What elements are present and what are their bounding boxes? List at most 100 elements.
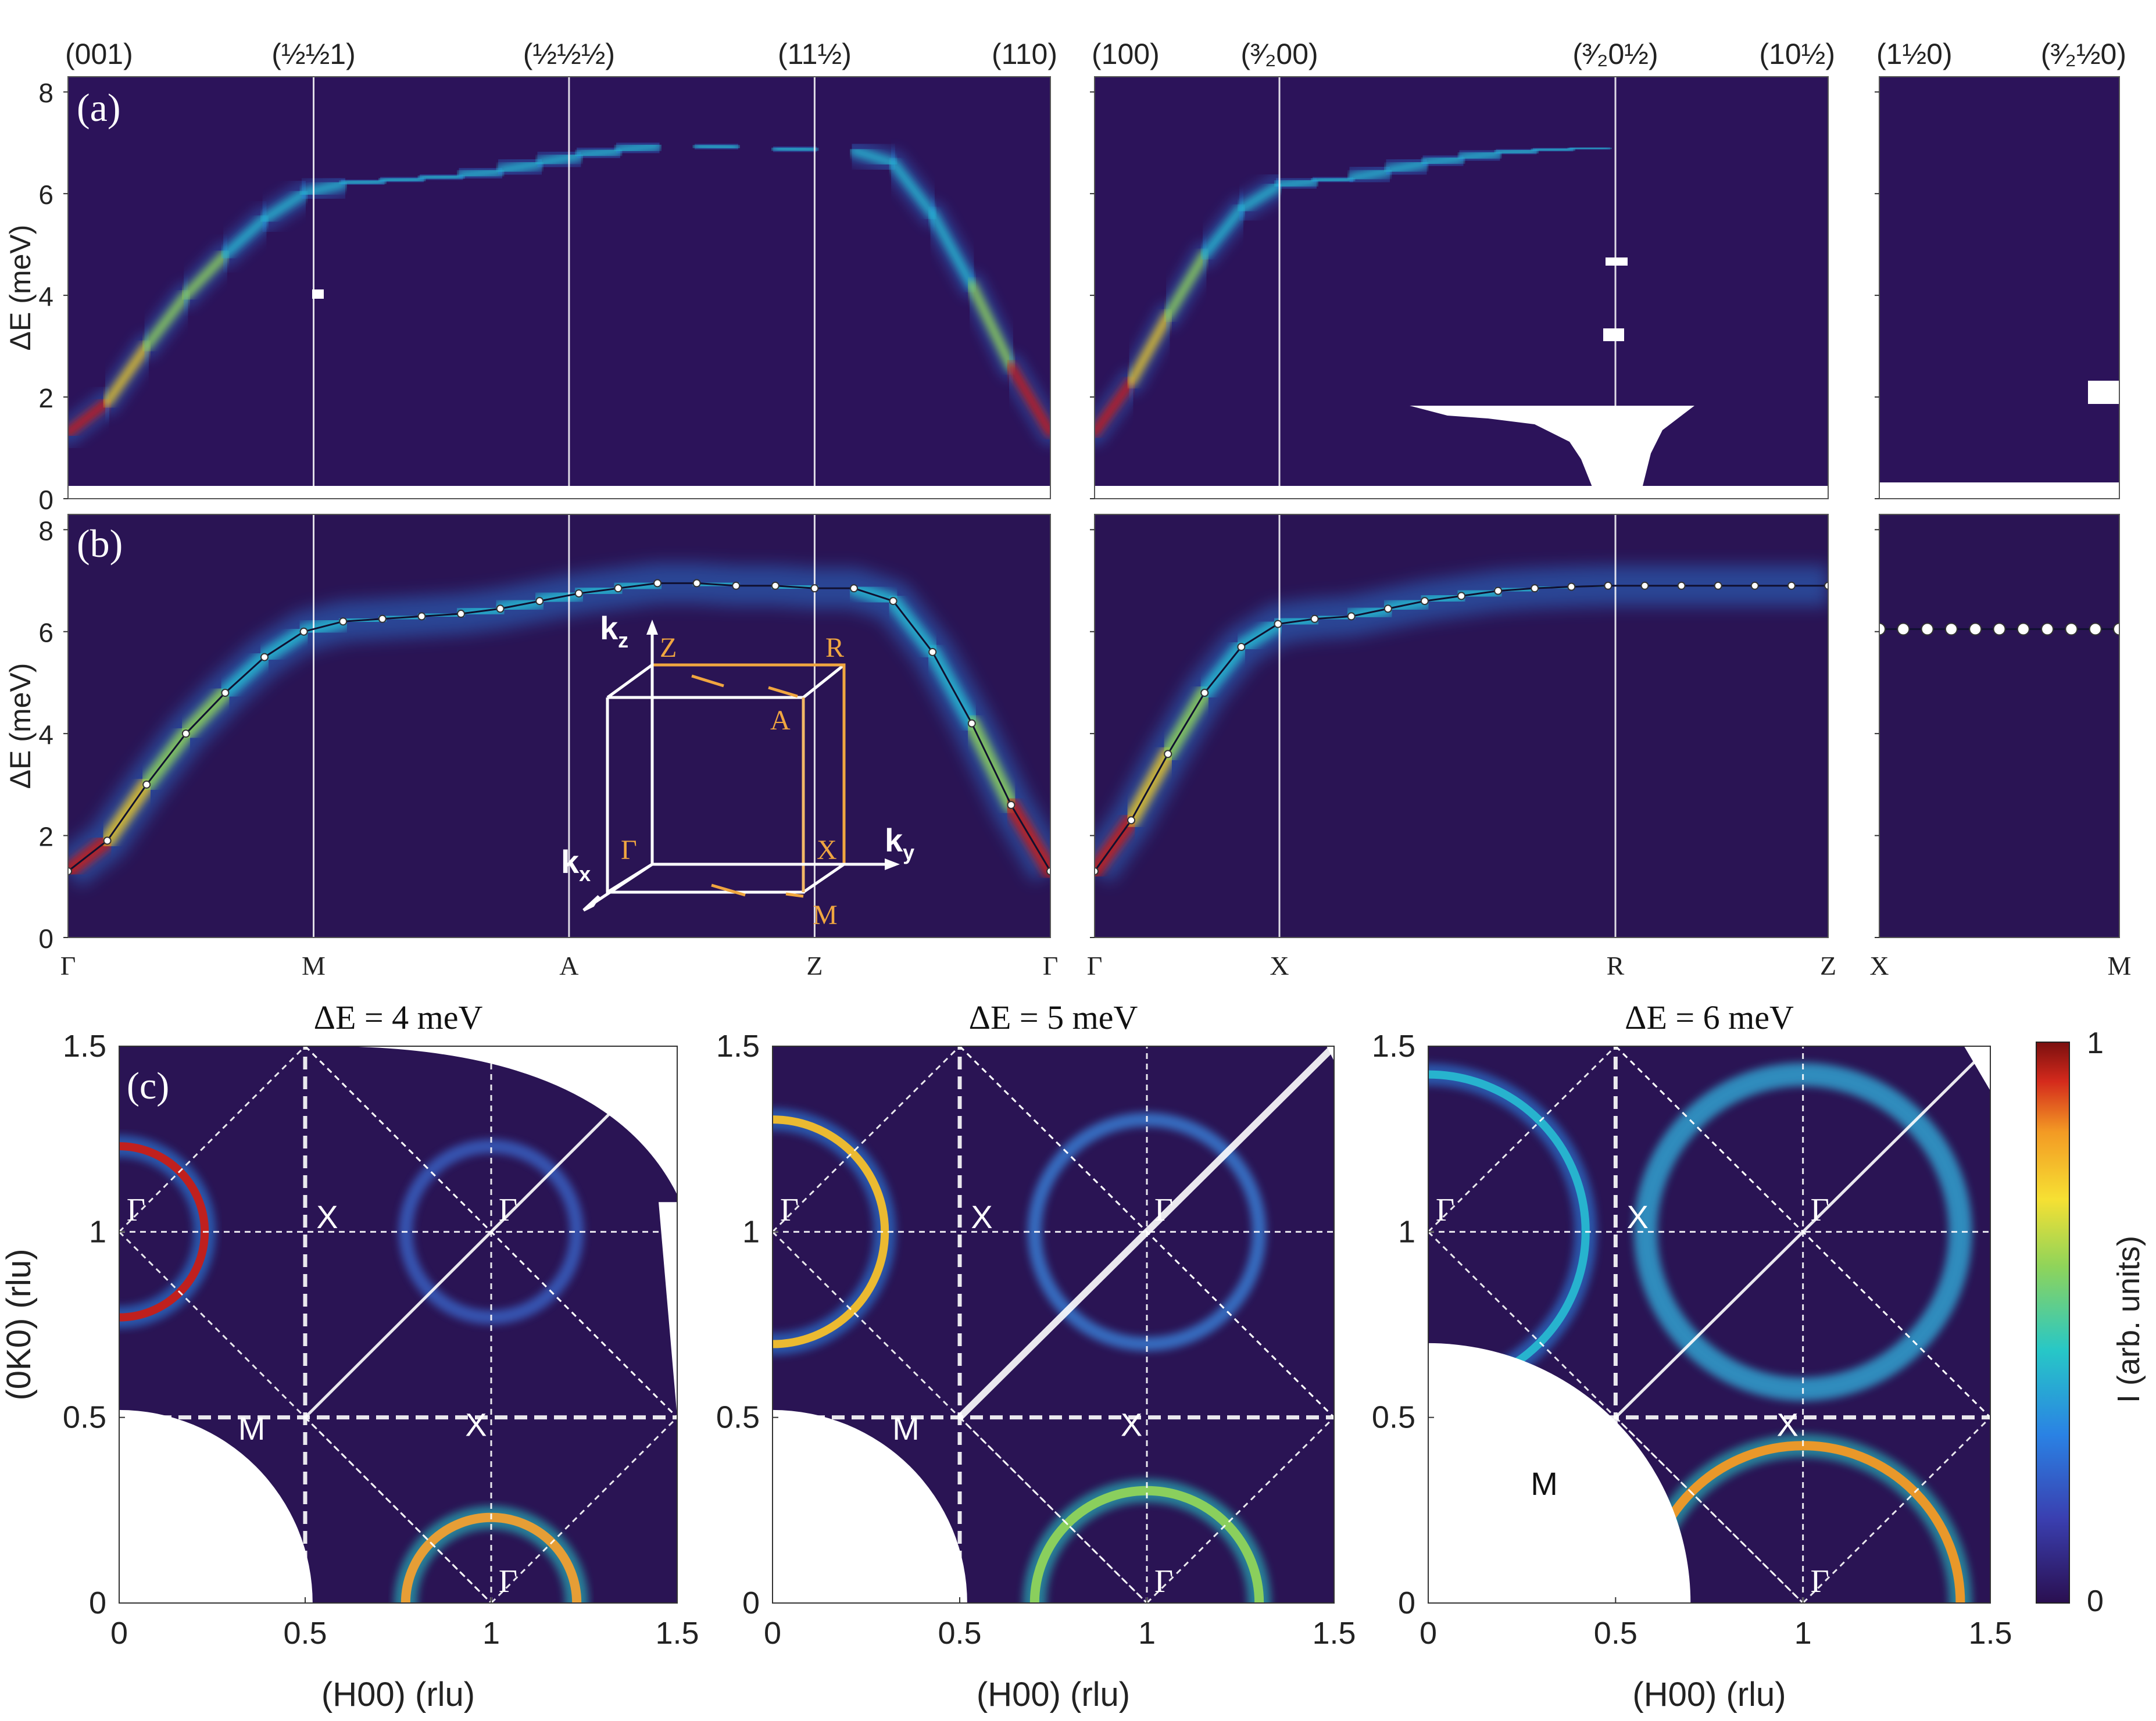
hs-label: Γ [127, 1192, 145, 1228]
data-point [692, 579, 701, 588]
panel-a: (a) [68, 77, 2119, 499]
data-point [1567, 582, 1576, 591]
panel-b-plot3-bg [1879, 514, 2119, 938]
bz-diamond [1615, 1416, 1804, 1603]
data-point [2041, 622, 2054, 636]
data-point [1531, 584, 1539, 593]
path-label: M [302, 951, 326, 981]
mask-triangle [1410, 406, 1694, 488]
data-point [1200, 688, 1209, 697]
hs-label: M [238, 1410, 266, 1447]
data-point [967, 719, 976, 728]
data-point [1457, 592, 1465, 600]
mask-spot-3 [2088, 381, 2119, 404]
bz-diamond [1615, 1046, 1990, 1418]
mask-bottom-1 [68, 486, 1050, 499]
colorbar-min-label: 0 [2087, 1584, 2104, 1618]
data-point [1640, 581, 1649, 590]
data-point [1944, 622, 1958, 636]
path-label: Γ [60, 951, 76, 981]
top-q-label: (11½) [778, 38, 852, 70]
xtick-label: 0 [764, 1616, 781, 1651]
data-point [1921, 622, 1934, 636]
data-point [574, 589, 583, 597]
top-q-label: (³⁄₂½0) [2041, 38, 2126, 70]
bz-axis-kx: kx [561, 843, 591, 886]
data-point [103, 836, 112, 845]
data-point [1127, 816, 1136, 825]
top-q-label: (³⁄₂0½) [1572, 38, 1658, 70]
data-point [850, 584, 858, 593]
data-point [928, 647, 937, 656]
xtick-label: 0.5 [1594, 1616, 1637, 1651]
data-point [1274, 620, 1282, 628]
ytick-label: 1.5 [1372, 1029, 1415, 1064]
hs-label: X [971, 1198, 992, 1235]
xlabel: (H00) (rlu) [977, 1676, 1130, 1713]
map-title: ΔE = 5 meV [969, 999, 1138, 1036]
data-point [1347, 612, 1356, 621]
data-point [457, 610, 465, 618]
bz-diamond [304, 1416, 492, 1603]
plot-frame [1094, 76, 1829, 499]
ylabel-c: (0K0) (rlu) [0, 1248, 38, 1400]
colorbar-title: I (arb. units) [2111, 1236, 2146, 1403]
path-label: X [1869, 951, 1889, 981]
bz-diamond [490, 1416, 677, 1603]
xtick-label: 1.5 [1968, 1616, 2012, 1651]
data-point [1879, 622, 1886, 636]
data-point [1714, 581, 1722, 590]
data-point [142, 780, 151, 789]
data-point [1007, 800, 1016, 809]
xtick-label: 1 [1138, 1616, 1156, 1651]
top-q-label: (10½) [1759, 38, 1835, 70]
hs-label: Γ [499, 1192, 517, 1228]
data-point [417, 612, 426, 621]
data-point [68, 867, 72, 875]
ylabel: ΔE (meV) [4, 225, 37, 351]
data-point [889, 597, 898, 606]
bz-label-Z: Z [660, 632, 677, 663]
ytick-label: 1.5 [63, 1029, 106, 1064]
bz-diamond [119, 1231, 492, 1603]
ytick-label: 4 [38, 281, 53, 312]
ytick-label: 4 [38, 720, 53, 750]
ytick-label: 0 [1398, 1586, 1415, 1620]
data-point [339, 617, 348, 626]
panel-a-label: (a) [77, 85, 120, 130]
xtick-label: 0.5 [938, 1616, 981, 1651]
bz-diamond [119, 1046, 306, 1233]
ring-gamma-bottom-core [1029, 1486, 1264, 1603]
data-point [1604, 581, 1612, 590]
data-point [1237, 643, 1246, 652]
ytick-label: 1 [1398, 1214, 1415, 1249]
hs-label: X [1777, 1407, 1799, 1443]
data-point [810, 584, 819, 593]
bz-diamond [959, 1416, 1148, 1603]
ytick-label: 0.5 [1372, 1400, 1415, 1435]
band-a [967, 280, 1016, 371]
xtick-label: 0 [110, 1616, 128, 1651]
hs-label: Γ [1154, 1563, 1173, 1600]
map-title: ΔE = 6 meV [1625, 999, 1794, 1036]
mask-spot-1 [1606, 257, 1628, 266]
data-point [1310, 614, 1319, 623]
bz-diamond [1146, 1416, 1334, 1603]
data-point [771, 581, 780, 590]
path-label: Γ [1043, 951, 1059, 981]
data-point [1095, 867, 1099, 875]
ytick-label: 1 [89, 1214, 106, 1249]
data-point [535, 597, 544, 606]
ytick-label: 1 [742, 1214, 760, 1249]
map-4meV: Γ X Γ M X Γ 00 0.5 0.5 1 1 1.5 1.5 ΔE = 4 meV (H00) (r… [63, 999, 699, 1713]
panel-c-label: (c) [127, 1065, 169, 1107]
data-point [1677, 581, 1686, 590]
mask-spot-2 [1603, 328, 1624, 341]
ytick-label: 0 [38, 924, 53, 954]
hs-label: Γ [1811, 1563, 1829, 1600]
top-q-label: (110) [992, 38, 1057, 70]
ytick-label: 0.5 [63, 1400, 106, 1435]
bz-diamond [773, 1231, 1148, 1603]
colorbar-gradient [2036, 1042, 2070, 1604]
